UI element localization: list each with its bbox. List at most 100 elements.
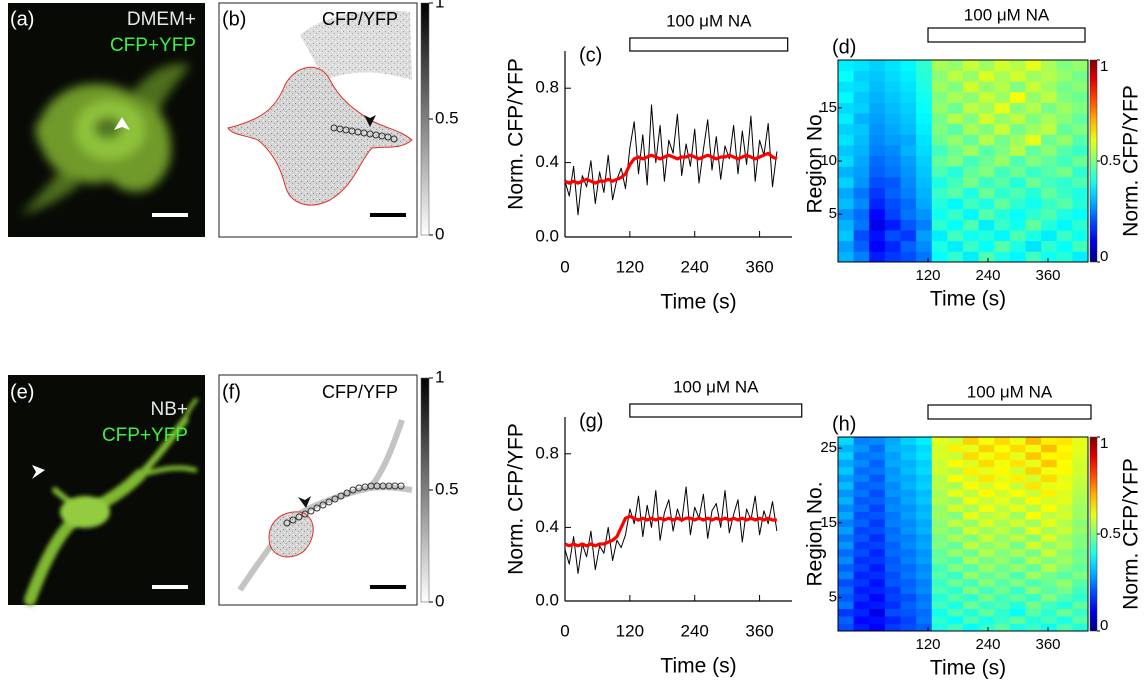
heatmap-cell (963, 219, 980, 231)
heatmap-cell (1025, 496, 1042, 505)
heatmap-cell (1025, 504, 1042, 513)
heatmap-cell (963, 601, 980, 610)
heatmap-cell (900, 102, 917, 114)
x-tick-label: 360 (1035, 267, 1060, 284)
heatmap-cell (853, 437, 870, 445)
annotation-text: 100 μM NA (673, 377, 759, 396)
heatmap-cell (931, 466, 948, 475)
heatmap-cell (1009, 534, 1026, 542)
heatmap-cell (994, 219, 1011, 231)
heatmap-cell (884, 91, 901, 103)
heatmap-cell (1041, 91, 1058, 103)
heatmap-cell (963, 481, 980, 490)
heatmap-cell (900, 504, 917, 513)
heatmap-cell (963, 496, 980, 505)
arrowhead (298, 496, 311, 508)
heatmap-cell (916, 548, 933, 557)
heatmap-cell (994, 481, 1011, 490)
heatmap-cell (1041, 563, 1058, 572)
image-text: CFP/YFP (322, 9, 398, 29)
heatmap-cell (978, 534, 995, 542)
heatmap-cell (963, 578, 980, 587)
heatmap-cell (1041, 519, 1058, 527)
x-tick-label: 120 (915, 636, 940, 653)
heatmap-cell (1009, 113, 1026, 125)
heatmap-cell (900, 489, 917, 498)
heatmap-cell (1072, 145, 1089, 157)
heatmap-cell (838, 548, 855, 557)
heatmap-cell (1056, 187, 1073, 199)
heatmap-cell (916, 459, 933, 468)
heatmap-cell (1056, 198, 1073, 210)
heatmap-cell (838, 556, 855, 565)
heatmap-cell (994, 526, 1011, 535)
heatmap-cell (900, 145, 917, 157)
heatmap-cell (853, 208, 870, 220)
heatmap-cell (1041, 230, 1058, 242)
heatmap-cell (916, 219, 933, 231)
heatmap-cell (869, 155, 886, 167)
y-tick-label: 25 (820, 439, 837, 456)
heatmap-cell (853, 563, 870, 572)
heatmap-cell (994, 511, 1011, 520)
heatmap-cell (1025, 511, 1042, 520)
heatmap-cell (963, 81, 980, 93)
heatmap-cell (1041, 176, 1058, 188)
heatmap-cell (1025, 489, 1042, 498)
heatmap-cell (1056, 578, 1073, 587)
heatmap-cell (1009, 481, 1026, 490)
heatmap-cell (1072, 123, 1089, 135)
heatmap-cell (1025, 608, 1042, 617)
heatmap-cell (900, 208, 917, 220)
heatmap-cell (931, 616, 948, 624)
heatmap-cell (1025, 616, 1042, 624)
heatmap-cell (884, 444, 901, 453)
heatmap-cell (838, 155, 855, 167)
heatmap-cells (838, 60, 1089, 263)
heatmap-cell (916, 623, 933, 632)
y-axis-title: Norm. CFP/YFP (505, 423, 528, 575)
heatmap-cell (869, 541, 886, 550)
heatmap-cell (978, 176, 995, 188)
heatmap-cell (853, 187, 870, 199)
heatmap-cell (1025, 198, 1042, 210)
colorbar-tick-label: 0.5 (1100, 152, 1121, 169)
heatmap-cell (884, 60, 901, 72)
x-tick-label: 240 (681, 621, 709, 640)
heatmap-cell (884, 134, 901, 146)
y-tick-label: 15 (820, 99, 837, 116)
heatmap-cell (838, 60, 855, 72)
heatmap-cell (1072, 113, 1089, 125)
heatmap-cell (838, 563, 855, 572)
heatmap-cell (947, 623, 964, 632)
heatmap-cell (978, 571, 995, 580)
heatmap-cell (884, 70, 901, 82)
heatmap-cell (978, 134, 995, 146)
heatmap-cell (994, 187, 1011, 199)
heatmap-cell (838, 123, 855, 135)
heatmap-cell (1025, 571, 1042, 580)
heatmap-cell (1041, 145, 1058, 157)
y-tick-label: 15 (820, 514, 837, 531)
heatmap-cell (947, 198, 964, 210)
heatmap-cell (931, 60, 948, 72)
colorbar (1089, 59, 1098, 263)
heatmap-cell (963, 526, 980, 535)
heatmap-cell (916, 608, 933, 617)
heatmap-cell (916, 60, 933, 72)
heatmap-cell (900, 593, 917, 602)
image-text: CFP+YFP (110, 35, 196, 56)
heatmap-cell (838, 145, 855, 157)
heatmap-cell (900, 113, 917, 125)
heatmap-cell (884, 145, 901, 157)
heatmap-cell (978, 91, 995, 103)
colorbar-tick-label: 0 (1100, 617, 1108, 634)
x-axis-title: Time (s) (660, 655, 736, 678)
heatmap-cell (900, 556, 917, 565)
heatmap-cell (916, 123, 933, 135)
heatmap-cell (963, 534, 980, 542)
heatmap-cell (947, 240, 964, 252)
colorbar-tick-label: 0 (1100, 248, 1108, 265)
heatmap-cell (1009, 519, 1026, 527)
